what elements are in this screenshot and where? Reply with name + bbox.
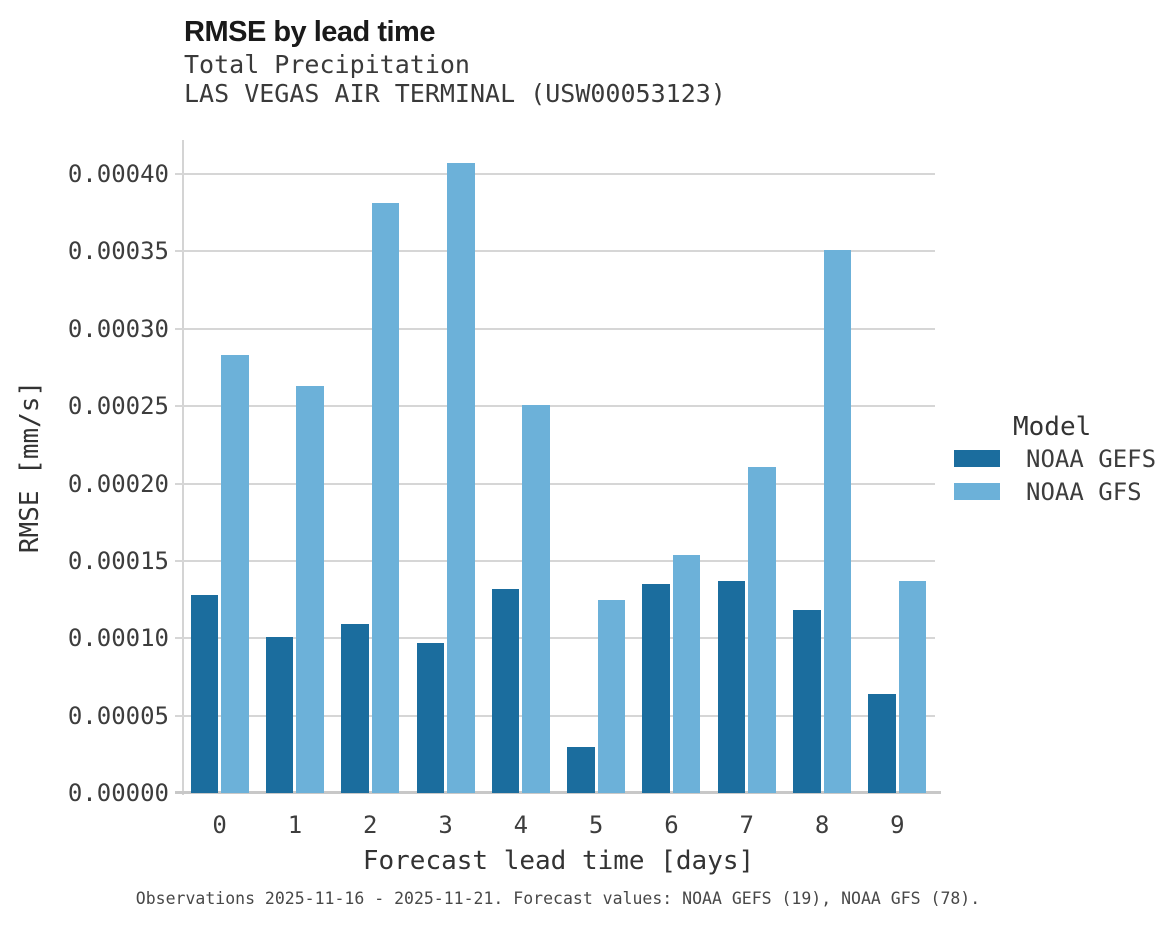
x-axis-title: Forecast lead time [days] — [362, 846, 755, 876]
chart-subtitle-station: LAS VEGAS AIR TERMINAL (USW00053123) — [184, 79, 726, 108]
gridline — [175, 559, 935, 562]
legend-entry-gfs: NOAA GFS — [954, 475, 1175, 508]
y-axis-title: RMSE [mm/s] — [15, 380, 45, 553]
legend-entry-gefs: NOAA GEFS — [954, 442, 1175, 475]
gridline — [175, 714, 935, 717]
x-tick-label: 0 — [212, 811, 227, 839]
y-tick-label: 0.00035 — [67, 237, 169, 266]
gridline — [175, 637, 935, 640]
x-tick-label: 4 — [513, 811, 529, 839]
bar-noaa-gefs-day8 — [793, 610, 821, 793]
y-tick-label: 0.00015 — [67, 546, 169, 575]
chart-title: RMSE by lead time — [184, 16, 435, 48]
gefs-color-swatch — [954, 450, 1000, 467]
bar-noaa-gfs-day9 — [898, 581, 927, 793]
chart-caption: Observations 2025-11-16 - 2025-11-21. Fo… — [135, 889, 981, 908]
y-tick-label: 0.00000 — [67, 779, 169, 807]
gridline — [175, 173, 935, 176]
bar-noaa-gfs-day3 — [447, 163, 475, 793]
x-tick-label: 1 — [287, 811, 303, 839]
bar-noaa-gfs-day8 — [823, 249, 852, 793]
y-tick-label: 0.00040 — [67, 160, 169, 189]
y-tick-label: 0.00010 — [67, 624, 169, 653]
y-tick-label: 0.00020 — [67, 469, 169, 498]
legend-title: Model — [1013, 412, 1092, 442]
plot-area: 0.00000 0.00005 0.00010 0.00015 0.00020 0.000… — [68, 140, 941, 839]
chart-header: RMSE by lead time Total Precipitation LA… — [184, 14, 726, 108]
bar-noaa-gfs-day7 — [748, 466, 776, 793]
y-axis-title-wrap: RMSE [mm/s] — [6, 140, 54, 793]
x-tick-label: 7 — [739, 811, 754, 839]
bar-noaa-gefs-day2 — [341, 624, 369, 793]
chart-subtitle-variable: Total Precipitation — [184, 50, 470, 79]
gridline — [175, 327, 935, 330]
gridline — [175, 250, 935, 253]
bar-noaa-gfs-day4 — [522, 404, 550, 793]
x-axis-line — [175, 791, 941, 794]
x-tick-label: 5 — [588, 811, 604, 839]
y-tick-label: 0.00030 — [67, 314, 169, 343]
gridline — [175, 482, 935, 485]
x-tick-label: 8 — [814, 811, 830, 839]
x-tick-label: 3 — [438, 811, 453, 839]
bar-noaa-gfs-day6 — [672, 554, 701, 793]
bar-noaa-gefs-day1 — [265, 636, 294, 793]
bar-noaa-gefs-day9 — [868, 693, 896, 793]
bar-noaa-gefs-day0 — [190, 594, 219, 793]
bar-noaa-gfs-day1 — [296, 386, 324, 793]
bar-noaa-gefs-day7 — [717, 581, 746, 793]
gfs-color-swatch — [954, 483, 1000, 500]
y-tick-label: 0.00025 — [67, 392, 169, 421]
x-tick-label: 9 — [890, 811, 905, 839]
legend-label-gefs: NOAA GEFS — [1026, 444, 1157, 473]
gridline — [175, 405, 935, 408]
bar-noaa-gfs-day5 — [597, 599, 626, 793]
y-axis-line — [182, 140, 184, 795]
legend: Model NOAA GEFS NOAA GFS — [954, 412, 1175, 508]
bar-noaa-gefs-day4 — [491, 588, 520, 793]
legend-label-gfs: NOAA GFS — [1026, 477, 1142, 506]
bar-noaa-gfs-day0 — [221, 355, 249, 793]
bar-noaa-gefs-day5 — [567, 746, 595, 793]
bar-noaa-gfs-day2 — [371, 203, 400, 793]
bar-noaa-gefs-day6 — [642, 584, 670, 793]
x-tick-label: 2 — [363, 811, 378, 839]
y-tick-label: 0.00005 — [67, 701, 169, 730]
bar-noaa-gefs-day3 — [416, 642, 445, 793]
x-tick-label: 6 — [664, 811, 679, 839]
